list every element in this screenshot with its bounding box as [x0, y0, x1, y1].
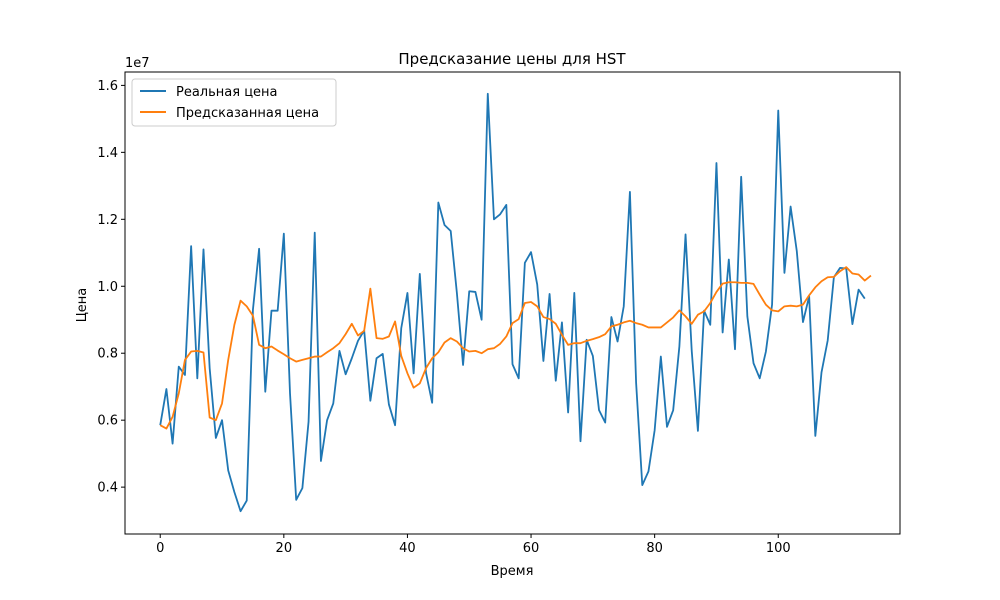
legend-label-real-price: Реальная цена	[176, 85, 278, 100]
y-tick-label: 0.6	[97, 414, 118, 429]
y-tick-label: 0.4	[97, 481, 118, 496]
y-axis-label: Цена	[75, 288, 90, 323]
y-axis-offset-label: 1e7	[125, 56, 150, 71]
x-axis-label: Время	[491, 564, 534, 579]
series-layer	[159, 92, 872, 513]
chart-title: Предсказание цены для HST	[398, 50, 626, 68]
plot-frame	[124, 71, 901, 535]
series-line-real-price	[159, 92, 866, 513]
x-tick-label: 0	[156, 541, 164, 556]
x-tick-label: 100	[766, 541, 791, 556]
legend: Реальная цена Предсказанная цена	[131, 78, 337, 127]
series-line-predicted-price	[159, 266, 872, 430]
x-tick-label: 20	[276, 541, 293, 556]
y-tick-label: 1.2	[97, 213, 118, 228]
y-tick-label: 1.0	[97, 280, 118, 295]
ticks-layer: 0 20 40 60 80 100 0.4 0.6 0.8 1.0 1.2 1.4 1.6	[97, 79, 790, 556]
y-tick-label: 1.4	[97, 146, 118, 161]
x-tick-label: 60	[523, 541, 540, 556]
x-tick-label: 80	[646, 541, 663, 556]
x-tick-label: 40	[399, 541, 416, 556]
y-tick-label: 0.8	[97, 347, 118, 362]
legend-label-predicted-price: Предсказанная цена	[176, 106, 319, 121]
legend-box	[131, 78, 337, 127]
y-tick-label: 1.6	[97, 79, 118, 94]
